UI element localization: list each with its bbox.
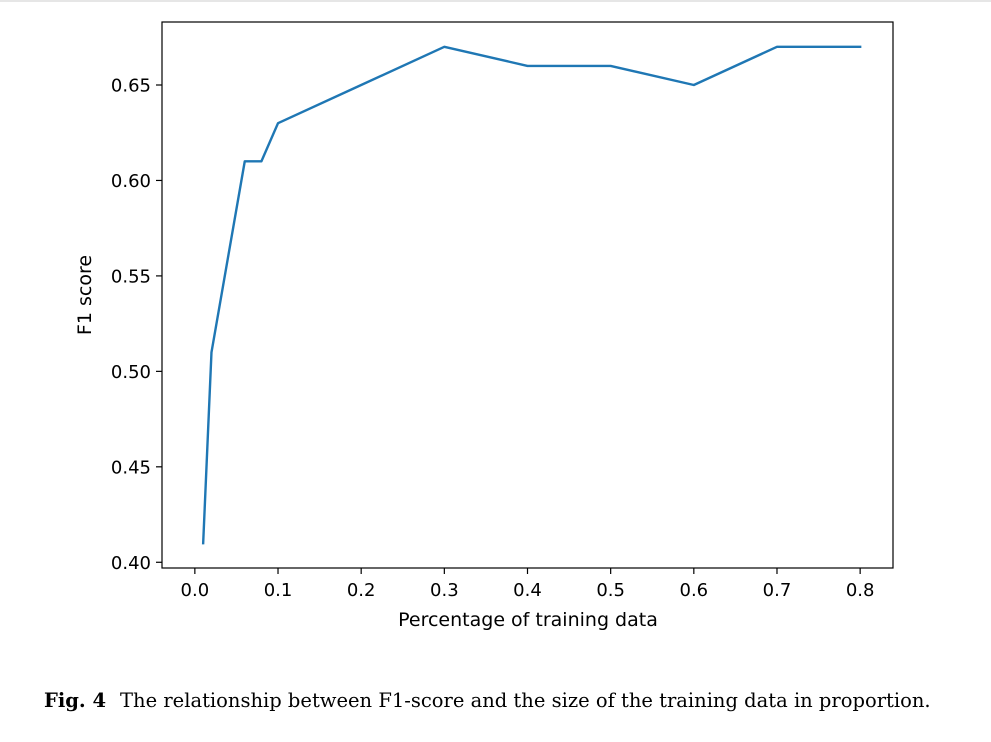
top-rule: [0, 0, 991, 2]
x-tick-label: 0.6: [680, 580, 709, 601]
series-layer: [201, 45, 862, 545]
y-axis: 0.40 0.45 0.50 0.55 0.60 0.65: [111, 76, 162, 574]
figure-label: Fig. 4: [44, 689, 107, 712]
series-line: [201, 45, 862, 545]
x-tick-label: 0.0: [181, 580, 210, 601]
y-tick-label: 0.65: [111, 76, 151, 97]
x-axis: 0.0 0.1 0.2 0.3 0.4 0.5 0.6 0.7 0.8: [181, 568, 875, 601]
plot-frame: [161, 21, 894, 569]
figure-caption-text: The relationship between F1-score and th…: [120, 689, 931, 712]
y-tick-label: 0.45: [111, 457, 151, 478]
x-tick-label: 0.3: [430, 580, 459, 601]
x-axis-label: Percentage of training data: [398, 609, 658, 631]
x-tick-label: 0.2: [347, 580, 376, 601]
y-tick-label: 0.40: [111, 553, 151, 574]
y-tick-label: 0.55: [111, 266, 151, 287]
x-tick-label: 0.7: [763, 580, 792, 601]
plot-area: [161, 21, 894, 569]
x-tick-label: 0.1: [264, 580, 293, 601]
line-chart: 0.0 0.1 0.2 0.3 0.4 0.5 0.6 0.7 0.8 0.40 0.45 0.50…: [74, 21, 894, 631]
y-tick-label: 0.50: [111, 362, 151, 383]
x-tick-label: 0.8: [846, 580, 875, 601]
x-tick-label: 0.5: [596, 580, 625, 601]
y-tick-label: 0.60: [111, 171, 151, 192]
x-tick-label: 0.4: [513, 580, 542, 601]
y-axis-label: F1 score: [74, 255, 96, 335]
figure-caption: Fig. 4 The relationship between F1-score …: [44, 689, 931, 712]
